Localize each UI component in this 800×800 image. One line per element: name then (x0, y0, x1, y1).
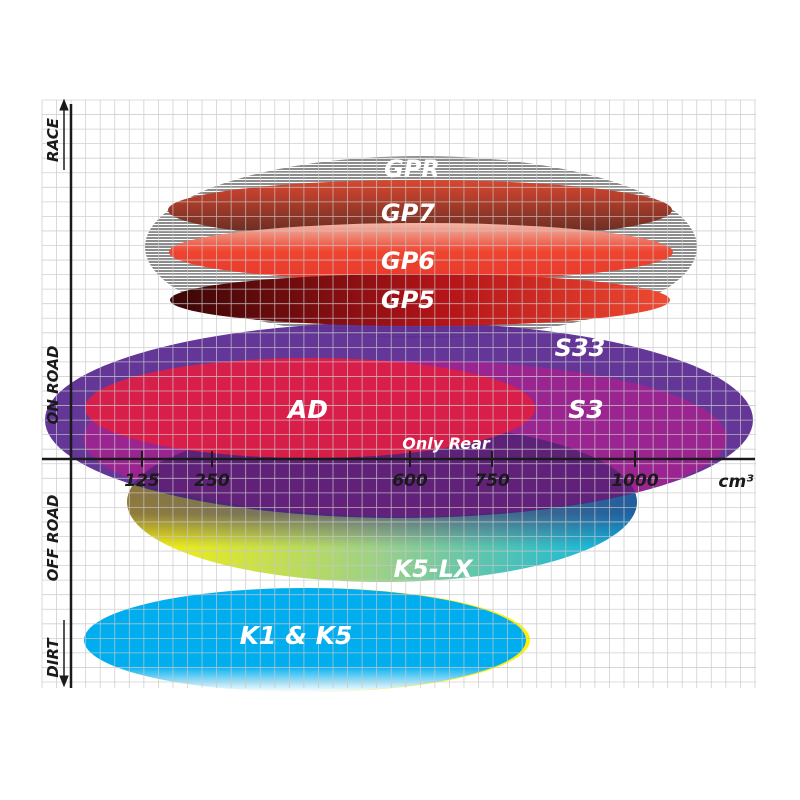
label-k5lx: K5-LX (393, 555, 474, 583)
ellipse-gp6 (169, 223, 673, 281)
x-tick-label: 600 (392, 471, 428, 491)
label-gpr: GPR (384, 155, 440, 183)
x-tick-label: 125 (124, 471, 160, 491)
y-label-dirt: DIRT (44, 637, 62, 678)
ellipse-ad (85, 358, 535, 458)
x-tick-label: 750 (474, 471, 510, 491)
label-gp6: GP6 (381, 247, 435, 275)
label-only-rear: Only Rear (402, 434, 491, 453)
x-tick-label: 1000 (611, 471, 658, 491)
x-axis-ticks: 125 250 600 750 1000 (124, 451, 659, 491)
x-axis-unit: cm³ (718, 472, 754, 492)
label-gp7: GP7 (381, 199, 435, 227)
y-label-race: RACE (44, 117, 62, 162)
axes (42, 98, 755, 688)
ellipse-k1k5 (84, 588, 526, 692)
y-label-off-road: OFF ROAD (44, 495, 62, 582)
label-ad: AD (286, 395, 328, 424)
labels: GPR GP7 GP6 GP5 S33 S3 AD Only Rear K5-L… (44, 117, 754, 677)
grid (41, 99, 756, 688)
label-k1k5: K1 & K5 (240, 621, 353, 650)
y-label-on-road: ON ROAD (44, 346, 62, 425)
label-s3: S3 (568, 395, 603, 424)
tire-ellipses (45, 156, 753, 692)
label-gp5: GP5 (381, 286, 435, 314)
label-s33: S33 (555, 334, 606, 362)
x-tick-label: 250 (194, 471, 230, 491)
